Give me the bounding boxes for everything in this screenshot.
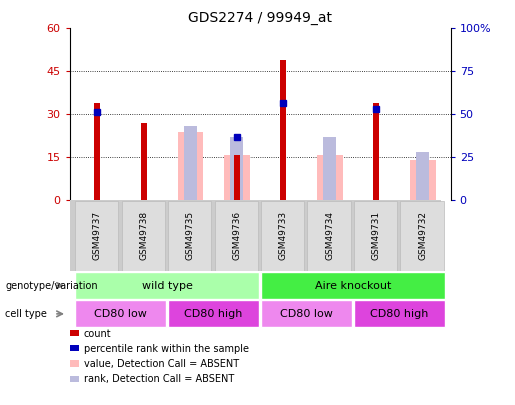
Text: wild type: wild type — [142, 281, 193, 290]
Bar — [261, 201, 304, 271]
Bar — [178, 132, 203, 200]
Bar — [317, 155, 342, 200]
Text: GSM49735: GSM49735 — [186, 211, 195, 260]
Bar — [280, 60, 286, 200]
Text: CD80 high: CD80 high — [370, 309, 428, 319]
Bar — [261, 272, 445, 299]
Bar — [234, 155, 240, 200]
Text: cell type: cell type — [5, 309, 47, 319]
Bar — [70, 375, 79, 382]
Bar — [168, 300, 259, 328]
Text: CD80 high: CD80 high — [184, 309, 243, 319]
Bar — [75, 201, 118, 271]
Bar — [184, 126, 197, 200]
Text: Aire knockout: Aire knockout — [315, 281, 391, 290]
Bar — [373, 103, 379, 200]
Text: GSM49731: GSM49731 — [372, 211, 381, 260]
Bar — [122, 201, 165, 271]
Text: value, Detection Call = ABSENT: value, Detection Call = ABSENT — [84, 359, 239, 369]
Bar — [401, 201, 443, 271]
Title: GDS2274 / 99949_at: GDS2274 / 99949_at — [188, 11, 332, 25]
Text: rank, Detection Call = ABSENT: rank, Detection Call = ABSENT — [84, 375, 234, 384]
Bar — [70, 345, 79, 352]
Bar — [261, 300, 352, 328]
Text: count: count — [84, 328, 112, 339]
Bar — [75, 272, 259, 299]
Text: CD80 low: CD80 low — [280, 309, 333, 319]
Bar — [75, 300, 166, 328]
Text: GSM49732: GSM49732 — [418, 211, 427, 260]
Bar — [410, 160, 436, 200]
Text: genotype/variation: genotype/variation — [5, 281, 98, 290]
Bar — [224, 155, 250, 200]
Text: CD80 low: CD80 low — [94, 309, 147, 319]
Bar — [70, 360, 79, 367]
Bar — [141, 123, 147, 200]
Bar — [354, 300, 445, 328]
Bar — [323, 137, 336, 200]
Bar — [168, 201, 211, 271]
Text: GSM49734: GSM49734 — [325, 211, 334, 260]
Text: GSM49737: GSM49737 — [93, 211, 102, 260]
Text: percentile rank within the sample: percentile rank within the sample — [84, 344, 249, 354]
Bar — [215, 201, 258, 271]
Bar — [307, 201, 351, 271]
Bar — [230, 137, 244, 200]
Bar — [416, 152, 429, 200]
Text: GSM49738: GSM49738 — [140, 211, 148, 260]
Bar — [70, 330, 79, 336]
Bar — [94, 103, 100, 200]
Text: GSM49733: GSM49733 — [279, 211, 288, 260]
Text: GSM49736: GSM49736 — [232, 211, 242, 260]
Bar — [354, 201, 397, 271]
